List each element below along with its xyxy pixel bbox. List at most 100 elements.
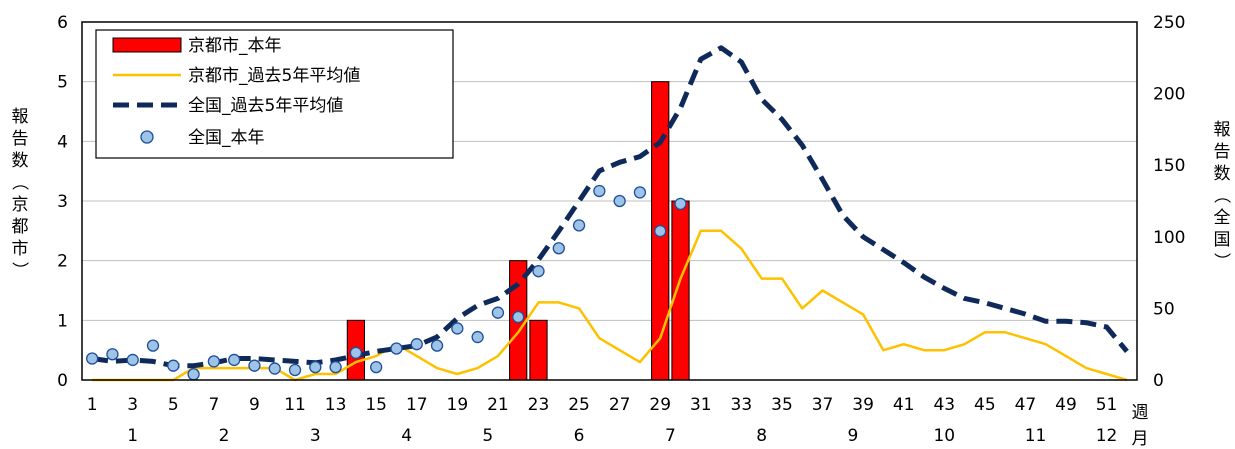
line-national-5yr-avg (91, 45, 1129, 369)
y-right-title-char: 国 (1214, 230, 1231, 250)
scatter-point (512, 310, 525, 324)
x-tick-label: 15 (365, 395, 387, 415)
scatter-point (613, 194, 626, 208)
scatter-point (633, 186, 647, 199)
y-right-title-char: 数 (1214, 164, 1231, 184)
scatter-point (228, 353, 241, 367)
y-left-title-char: 数 (12, 151, 29, 171)
bar (529, 319, 548, 381)
line-kyoto-5yr-avg (92, 229, 1128, 382)
scatter-point (370, 360, 383, 374)
x-tick-label: 27 (609, 395, 631, 415)
y-right-tick-label: 200 (1153, 85, 1185, 105)
y-right-title-char: 告 (1214, 142, 1231, 162)
scatter-point (674, 197, 687, 211)
month-label: 3 (310, 426, 321, 446)
month-label: 10 (933, 426, 955, 446)
x-axis-title-week: 週 (1132, 403, 1149, 423)
scatter-point (309, 360, 322, 374)
y-left-title-char: 市 (12, 239, 29, 259)
y-right-title-char: 報 (1214, 120, 1231, 140)
y-right-tick-label: 150 (1153, 156, 1185, 176)
x-tick-label: 5 (168, 395, 179, 415)
x-tick-label: 51 (1096, 395, 1118, 415)
y-right-title: 報告数 （ 全国 ） (1211, 120, 1231, 270)
month-label: 7 (665, 426, 676, 446)
y-left-title-char: ） (9, 262, 29, 279)
y-left-tick-label: 2 (57, 252, 68, 272)
scatter-point (106, 348, 119, 361)
scatter-point (329, 360, 342, 374)
scatter-point (288, 363, 302, 377)
x-tick-label: 19 (447, 395, 469, 415)
x-tick-label: 49 (1055, 395, 1077, 415)
y-left-title-char: 告 (12, 129, 29, 149)
y-right-tick-label: 100 (1153, 228, 1185, 248)
scatter-point (552, 242, 565, 255)
y-left-tick-label: 1 (57, 311, 68, 331)
x-tick-label: 7 (208, 395, 219, 415)
scatter-point (167, 359, 180, 372)
x-tick-label: 11 (284, 395, 306, 415)
month-labels: 1 2 3 4 5 6 7 8 9 10 11 12 (127, 426, 1117, 446)
scatter-point (410, 338, 423, 351)
scatter-point (268, 362, 281, 375)
month-label: 6 (574, 426, 585, 446)
x-tick-label: 21 (487, 395, 509, 415)
x-tick-label: 3 (127, 395, 138, 415)
x-axis-title-month: 月 (1132, 429, 1149, 449)
y-right-tick-label: 0 (1153, 371, 1164, 391)
plot-frame (81, 21, 1138, 381)
x-tick-label: 9 (249, 395, 260, 415)
y-left-tick-label: 5 (57, 73, 68, 93)
scatter-point (593, 184, 606, 198)
y-left-title-char: 報 (12, 107, 29, 127)
axis-titles: 報告数（京都市）報告数（全国）週月 (9, 107, 1231, 449)
month-label: 1 (127, 426, 138, 446)
y-right-title-char: （ (1211, 187, 1231, 204)
month-label: 5 (482, 426, 493, 446)
month-label: 11 (1025, 426, 1047, 446)
line-series (91, 45, 1129, 382)
scatter-point (187, 368, 200, 381)
x-tick-label: 29 (649, 395, 671, 415)
scatter-point (207, 355, 221, 368)
x-tick-label: 1 (87, 395, 98, 415)
x-tick-label: 31 (690, 395, 712, 415)
scatter-point (572, 219, 586, 232)
x-tick-label: 47 (1015, 395, 1037, 415)
x-tick-label: 35 (771, 395, 793, 415)
left-y-tick-labels: 0 1 2 3 4 5 6 (57, 13, 68, 391)
scatter-point (451, 322, 464, 335)
legend-label: 全国_過去5年平均値 (188, 96, 343, 116)
x-tick-label: 43 (933, 395, 955, 415)
y-left-title-char: （ (9, 174, 29, 191)
y-right-title-char: ） (1211, 253, 1231, 270)
bar (671, 200, 690, 381)
x-tick-label: 23 (528, 395, 550, 415)
month-label: 9 (848, 426, 859, 446)
right-y-tick-labels: 0 50 100 150 200 250 (1153, 13, 1185, 391)
scatter-point (390, 342, 403, 355)
x-tick-label: 41 (893, 395, 915, 415)
y-right-tick-label: 50 (1153, 299, 1175, 319)
x-tick-label: 25 (568, 395, 590, 415)
legend-label: 全国_本年 (188, 128, 265, 148)
month-label: 2 (219, 426, 230, 446)
scatter-point (349, 346, 363, 359)
scatter-point (532, 265, 545, 278)
y-right-tick-label: 250 (1153, 13, 1185, 33)
scatter-point (126, 353, 139, 367)
y-right-title-char: 全 (1214, 208, 1231, 228)
x-tick-label: 33 (731, 395, 753, 415)
y-left-tick-label: 0 (57, 371, 68, 391)
y-left-tick-label: 3 (57, 192, 68, 212)
scatter-point (248, 359, 261, 372)
scatter-point (430, 339, 444, 352)
y-left-tick-label: 6 (57, 13, 68, 33)
month-label: 4 (401, 426, 412, 446)
y-left-title: 報告数 （ 京都市 ） (9, 107, 29, 279)
scatter-point (491, 306, 505, 319)
